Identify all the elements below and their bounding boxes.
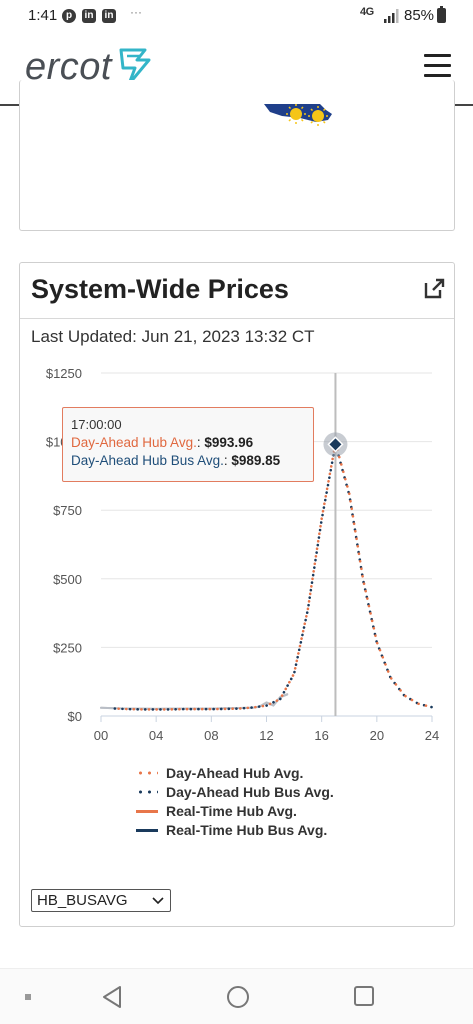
linkedin-icon: in [102, 9, 116, 23]
legend-item-day-ahead-hub[interactable]: Day-Ahead Hub Avg. [136, 765, 334, 784]
tooltip-row: Day-Ahead Hub Bus Avg.: $989.85 [71, 453, 281, 468]
android-nav-bar [0, 968, 473, 1024]
tooltip-series-name: Day-Ahead Hub Avg. [71, 435, 197, 450]
y-tick-label: $0 [68, 709, 82, 724]
y-tick-label: $500 [53, 572, 82, 587]
chart-tooltip: 17:00:00 Day-Ahead Hub Avg.: $993.96 Day… [62, 407, 314, 482]
sun-icon [286, 104, 306, 124]
divider [20, 318, 454, 319]
external-link-icon[interactable] [422, 277, 446, 301]
series-line-1 [113, 443, 434, 711]
legend-label: Day-Ahead Hub Bus Avg. [166, 784, 334, 800]
ercot-logo-icon[interactable] [117, 44, 153, 92]
tooltip-row: Day-Ahead Hub Avg.: $993.96 [71, 435, 254, 450]
chart-legend: Day-Ahead Hub Avg. Day-Ahead Hub Bus Avg… [136, 765, 334, 841]
x-tick-label: 24 [425, 728, 439, 743]
x-tick-label: 16 [314, 728, 328, 743]
legend-swatch [136, 829, 158, 832]
tooltip-time: 17:00:00 [71, 417, 122, 432]
legend-item-day-ahead-hub-bus[interactable]: Day-Ahead Hub Bus Avg. [136, 784, 334, 803]
pinterest-icon: p [62, 9, 76, 23]
battery-icon [437, 6, 446, 23]
y-tick-label: $250 [53, 640, 82, 655]
x-tick-label: 20 [370, 728, 384, 743]
legend-item-real-time-hub[interactable]: Real-Time Hub Avg. [136, 803, 334, 822]
x-tick-label: 12 [259, 728, 273, 743]
tooltip-series-value: $989.85 [231, 453, 281, 468]
network-type: 4G [360, 6, 374, 18]
hub-select[interactable]: HB_BUSAVG [31, 889, 171, 912]
more-notifications: ··· [130, 5, 142, 19]
battery-level: 85% [404, 7, 435, 24]
x-tick-label: 00 [94, 728, 108, 743]
x-tick-label: 04 [149, 728, 163, 743]
dot-icon[interactable] [24, 993, 32, 1001]
legend-swatch [136, 810, 158, 813]
weather-map-fragment [264, 104, 332, 126]
tooltip-series-name: Day-Ahead Hub Bus Avg. [71, 453, 224, 468]
hover-marker [327, 436, 344, 453]
signal-icon [384, 9, 399, 23]
last-updated-text: Last Updated: Jun 21, 2023 13:32 CT [31, 327, 315, 346]
status-bar: 1:41 p in in ··· 4G 85% [0, 0, 473, 32]
system-wide-prices-card: System-Wide Prices Last Updated: Jun 21,… [19, 262, 455, 927]
card-title: System-Wide Prices [31, 274, 289, 304]
hamburger-menu-icon[interactable] [424, 54, 451, 78]
legend-label: Day-Ahead Hub Avg. [166, 765, 304, 781]
map-card [19, 80, 455, 231]
chevron-down-icon [152, 897, 164, 905]
square-icon[interactable] [353, 985, 375, 1007]
tooltip-series-value: $993.96 [204, 435, 254, 450]
series-line-0 [113, 442, 434, 711]
legend-swatch [136, 790, 158, 794]
y-tick-label: $750 [53, 503, 82, 518]
circle-icon[interactable] [226, 985, 250, 1009]
legend-item-real-time-hub-bus[interactable]: Real-Time Hub Bus Avg. [136, 822, 334, 841]
legend-swatch [136, 771, 158, 775]
y-tick-label: $1250 [46, 366, 82, 381]
sun-icon [308, 106, 328, 126]
x-tick-label: 08 [204, 728, 218, 743]
legend-label: Real-Time Hub Avg. [166, 803, 297, 819]
status-time: 1:41 [28, 7, 58, 24]
legend-label: Real-Time Hub Bus Avg. [166, 822, 328, 838]
hub-select-value: HB_BUSAVG [37, 892, 128, 909]
triangle-back-icon[interactable] [101, 985, 123, 1009]
linkedin-icon: in [82, 9, 96, 23]
